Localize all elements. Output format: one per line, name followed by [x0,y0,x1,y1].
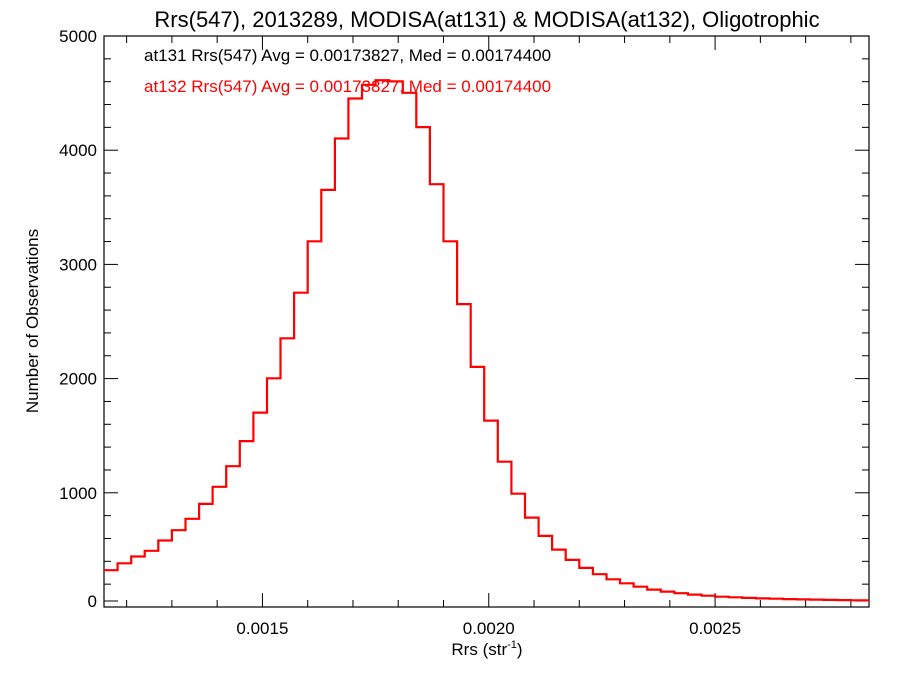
y-tick-label: 1000 [59,484,97,503]
y-tick-label: 2000 [59,370,97,389]
axis-layer: 0 1000 2000 3000 4000 5000 0.0015 0.0020 0.0025 [59,27,869,638]
x-axis-label-sup: -1 [507,639,517,651]
annotation-layer: at131 Rrs(547) Avg = 0.00173827, Med = 0… [144,46,551,96]
x-axis-label-main: Rrs (str [451,640,507,659]
histogram-series [104,79,869,602]
x-axis-label: Rrs (str-1) [451,639,522,659]
chart-title: Rrs(547), 2013289, MODISA(at131) & MODIS… [154,7,819,32]
series-layer [104,79,869,602]
plot-frame [103,35,870,608]
x-tick-label: 0.0020 [463,619,515,638]
x-tick-label: 0.0015 [236,619,288,638]
y-tick-label: 0 [88,592,97,611]
x-tick-label: 0.0025 [689,619,741,638]
y-tick-label: 3000 [59,255,97,274]
annotation-text: at132 Rrs(547) Avg = 0.00173827, Med = 0… [144,77,551,96]
x-axis-label-close: ) [517,640,523,659]
y-tick-label: 4000 [59,141,97,160]
annotation-text: at131 Rrs(547) Avg = 0.00173827, Med = 0… [144,46,551,65]
y-axis-label: Number of Observations [23,229,42,413]
y-tick-label: 5000 [59,27,97,46]
